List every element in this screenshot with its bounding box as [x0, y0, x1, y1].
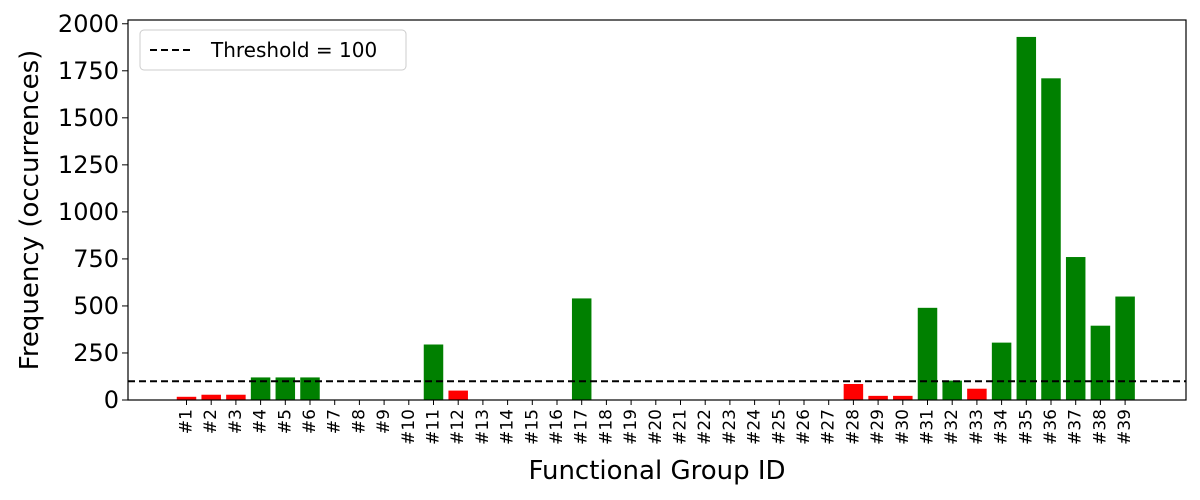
y-tick-label: 500	[73, 292, 119, 320]
x-tick-label: #22	[695, 409, 715, 445]
bar-group-39	[1115, 296, 1135, 400]
x-tick-label: #10	[399, 409, 419, 445]
bar-group-11	[423, 344, 444, 400]
bar-group-4	[250, 377, 271, 400]
bar-group-5	[275, 377, 296, 400]
x-tick-label: #23	[720, 409, 740, 445]
x-tick-label: #31	[918, 409, 938, 445]
bar-group-28	[843, 384, 864, 400]
x-tick-label: #39	[1115, 409, 1135, 445]
y-tick-label: 250	[73, 339, 119, 367]
x-tick-label: #9	[374, 409, 394, 434]
x-tick-label: #8	[349, 409, 369, 434]
x-tick-label: #7	[325, 409, 345, 434]
x-tick-label: #11	[424, 409, 444, 445]
x-tick-label: #29	[868, 409, 888, 445]
x-tick-label: #36	[1041, 409, 1061, 445]
y-tick-label: 1000	[58, 198, 119, 226]
plot-frame	[127, 19, 1187, 401]
bars-group	[176, 36, 1135, 400]
y-tick-label: 1250	[58, 151, 119, 179]
bar-group-30	[893, 395, 913, 400]
x-tick-label: #25	[769, 409, 789, 445]
y-axis: 0 250 500 750 1000 1250 1500 1750 2000	[58, 10, 128, 414]
x-axis: #1 #2 #3 #4 #5 #6 #7 #8 #9 #10 #11 #12 #13 #14 #15 #16 #…	[177, 400, 1135, 445]
legend-box	[139, 29, 407, 71]
y-tick-label: 1750	[58, 57, 119, 85]
x-tick-label: #33	[967, 409, 987, 445]
bar-group-31	[917, 307, 938, 400]
x-tick-label: #16	[547, 409, 567, 445]
x-tick-label: #2	[201, 409, 221, 434]
x-axis-title: Functional Group ID	[528, 456, 785, 486]
y-axis-title: Frequency (occurrences)	[15, 50, 45, 371]
bar-group-12	[448, 390, 468, 400]
x-tick-label: #5	[275, 409, 295, 434]
x-tick-label: #38	[1090, 409, 1110, 445]
bar-group-29	[868, 395, 888, 400]
x-tick-label: #35	[1016, 409, 1036, 445]
x-tick-label: #13	[473, 409, 493, 445]
bar-group-6	[300, 377, 320, 400]
bar-group-1	[176, 396, 197, 400]
x-tick-label: #32	[942, 409, 962, 445]
x-tick-label: #37	[1066, 409, 1086, 445]
y-tick-label: 0	[104, 386, 119, 414]
x-tick-label: #12	[448, 409, 468, 445]
x-tick-label: #30	[893, 409, 913, 445]
x-tick-label: #1	[177, 409, 197, 434]
x-tick-label: #3	[226, 409, 246, 434]
x-tick-label: #27	[819, 409, 839, 445]
bar-group-3	[226, 394, 246, 400]
legend-threshold-label: Threshold = 100	[210, 38, 377, 62]
x-tick-label: #34	[992, 409, 1012, 445]
bar-group-33	[967, 388, 987, 400]
x-tick-label: #14	[498, 409, 518, 445]
x-tick-label: #6	[300, 409, 320, 434]
bar-group-37	[1065, 257, 1086, 400]
bar-group-36	[1041, 78, 1061, 400]
x-tick-label: #26	[794, 409, 814, 445]
y-tick-label: 1500	[58, 104, 119, 132]
x-tick-label: #4	[251, 409, 271, 434]
x-tick-label: #28	[843, 409, 863, 445]
x-tick-label: #24	[745, 409, 765, 445]
legend: Threshold = 100	[139, 29, 407, 71]
x-tick-label: #20	[646, 409, 666, 445]
x-tick-label: #19	[621, 409, 641, 445]
bar-group-38	[1090, 325, 1111, 400]
x-tick-label: #15	[522, 409, 542, 445]
bar-group-32	[942, 380, 962, 400]
x-tick-label: #21	[671, 409, 691, 445]
bar-group-35	[1016, 36, 1037, 400]
bar-group-2	[201, 394, 221, 400]
y-tick-label: 750	[73, 245, 119, 273]
y-tick-label: 2000	[58, 10, 119, 38]
x-tick-label: #18	[596, 409, 616, 445]
bar-group-17	[571, 298, 592, 400]
x-tick-label: #17	[572, 409, 592, 445]
bar-group-34	[991, 342, 1012, 400]
